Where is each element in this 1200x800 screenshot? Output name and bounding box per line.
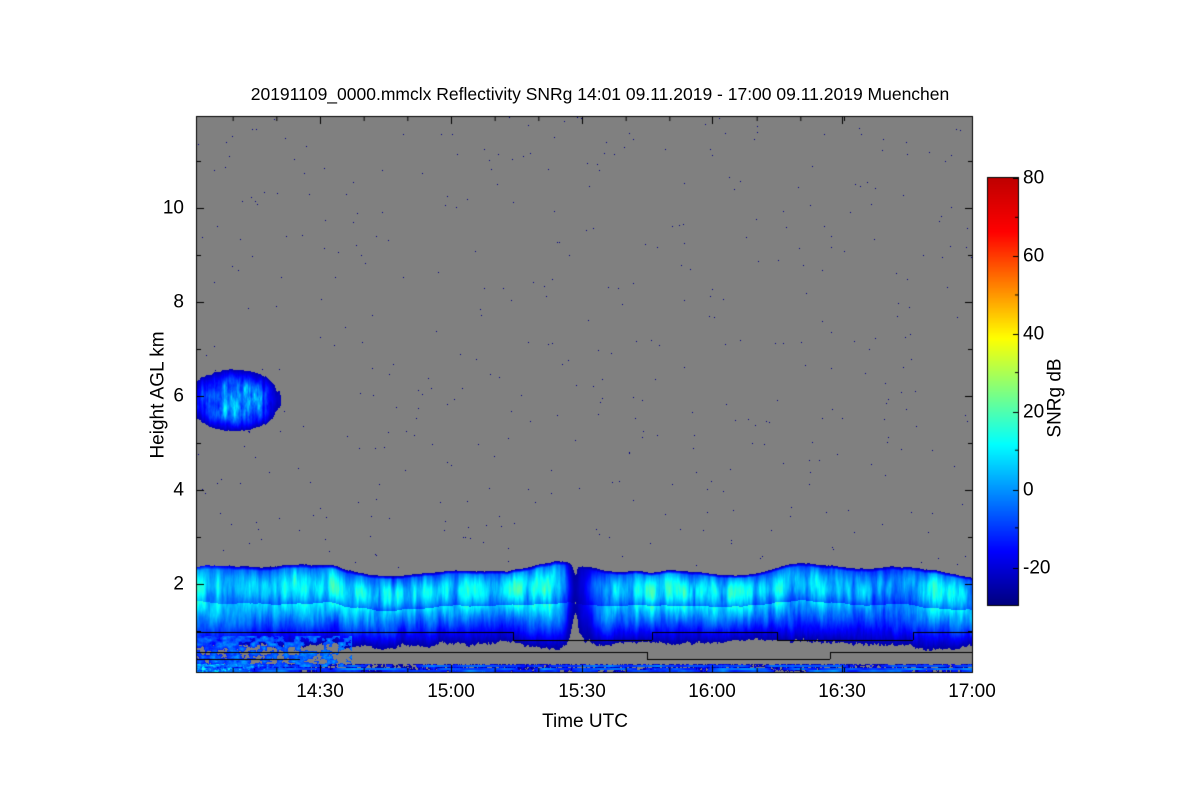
x-tick-label: 16:30 (818, 681, 866, 702)
x-tick-label: 15:30 (558, 681, 606, 702)
y-tick-label: 10 (162, 197, 184, 219)
y-axis-label: Height AGL km (147, 331, 169, 459)
x-tick-label: 17:00 (948, 681, 996, 702)
y-tick-label: 2 (173, 573, 184, 595)
colorbar-tick-label: 60 (1023, 245, 1045, 267)
page-title: 20191109_0000.mmclx Reflectivity SNRg 14… (250, 84, 950, 104)
x-tick-label: 16:00 (688, 681, 736, 702)
colorbar-tick-label: 40 (1023, 323, 1045, 345)
y-tick-label: 4 (173, 479, 184, 501)
x-tick-label: 15:00 (427, 681, 475, 702)
x-axis-label: Time UTC (542, 711, 628, 732)
colorbar-label: SNRg dB (1044, 358, 1066, 438)
y-tick-label: 8 (173, 291, 184, 313)
x-tick-label: 14:30 (296, 681, 344, 702)
y-tick-label: 6 (173, 385, 184, 407)
colorbar-tick-label: 0 (1023, 479, 1034, 501)
colorbar-tick-label: -20 (1023, 557, 1051, 579)
colorbar-tick-label: 80 (1023, 167, 1045, 189)
colorbar-tick-label: 20 (1023, 401, 1045, 423)
